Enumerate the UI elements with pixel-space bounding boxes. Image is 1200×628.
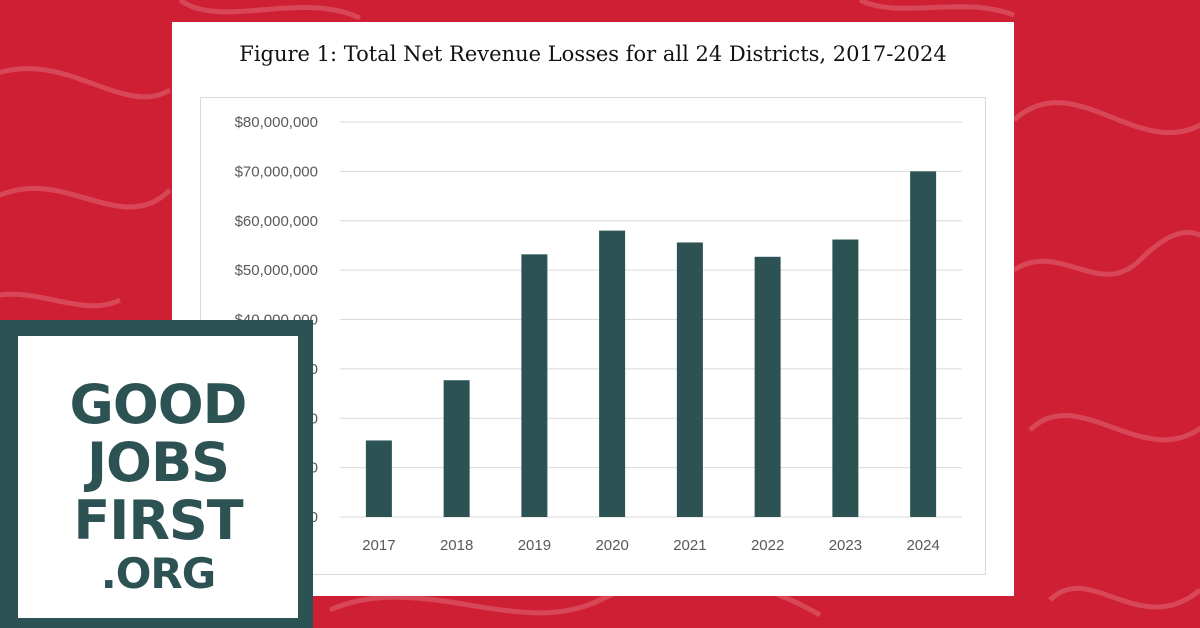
x-tick-label: 2021 bbox=[673, 537, 706, 554]
y-tick-label: $80,000,000 bbox=[235, 114, 318, 131]
figure-card: Figure 1: Total Net Revenue Losses for a… bbox=[172, 22, 1014, 596]
x-tick-label: 2018 bbox=[440, 537, 473, 554]
bar-2020 bbox=[599, 230, 626, 517]
x-tick-label: 2019 bbox=[518, 537, 551, 554]
logo-wordmark: GOOD JOBS FIRST .ORG bbox=[18, 376, 298, 598]
x-tick-label: 2022 bbox=[751, 537, 784, 554]
bar-2024 bbox=[910, 171, 937, 517]
logo-inner-panel: GOOD JOBS FIRST .ORG bbox=[18, 336, 298, 618]
y-tick-label: $50,000,000 bbox=[235, 262, 318, 279]
bar-2023 bbox=[832, 239, 859, 517]
chart-title: Figure 1: Total Net Revenue Losses for a… bbox=[239, 42, 947, 66]
logo-line-first: FIRST bbox=[73, 489, 243, 552]
x-tick-label: 2017 bbox=[362, 537, 395, 554]
x-tick-label: 2023 bbox=[829, 537, 862, 554]
bar-2021 bbox=[676, 242, 703, 517]
good-jobs-first-logo: GOOD JOBS FIRST .ORG bbox=[0, 320, 313, 628]
y-tick-label: $60,000,000 bbox=[235, 213, 318, 230]
bar-2022 bbox=[754, 256, 781, 517]
logo-line-good: GOOD bbox=[69, 373, 248, 436]
bar-2019 bbox=[521, 254, 548, 517]
x-tick-label: 2020 bbox=[595, 537, 628, 554]
y-tick-label: $70,000,000 bbox=[235, 163, 318, 180]
logo-line-org: .ORG bbox=[100, 549, 216, 598]
bar-2018 bbox=[443, 380, 470, 517]
x-tick-label: 2024 bbox=[906, 537, 939, 554]
bar-2017 bbox=[365, 440, 392, 517]
logo-line-jobs: JOBS bbox=[86, 431, 230, 494]
